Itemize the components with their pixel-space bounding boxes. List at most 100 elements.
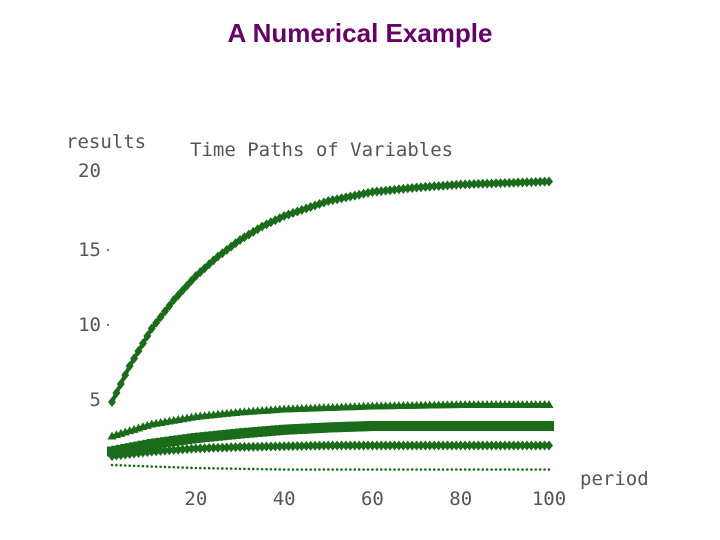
diamond-marker — [416, 440, 425, 451]
diamond-marker — [108, 451, 116, 461]
diamond-marker — [474, 178, 483, 189]
diamond-marker — [152, 317, 161, 328]
dot-marker — [176, 466, 180, 469]
dot-marker — [477, 468, 480, 471]
diamond-marker — [434, 440, 443, 451]
diamond-marker — [377, 440, 386, 451]
diamond-marker — [315, 440, 324, 451]
diamond-marker — [421, 440, 430, 451]
diamond-marker — [169, 295, 178, 305]
diamond-marker — [293, 441, 302, 452]
diamond-marker — [509, 177, 518, 188]
y-tick-mark — [107, 249, 109, 251]
dot-marker — [353, 468, 357, 471]
chart-title: Time Paths of Variables — [190, 139, 453, 161]
dot-marker — [481, 468, 485, 471]
diamond-marker — [337, 440, 346, 451]
diamond-marker — [333, 440, 342, 451]
diamond-marker — [545, 440, 553, 451]
x-tick-label: 80 — [449, 488, 472, 510]
diamond-marker — [165, 300, 174, 311]
diamond-marker — [284, 441, 293, 452]
diamond-marker — [121, 449, 130, 460]
dot-marker — [304, 468, 308, 471]
dot-marker — [410, 468, 414, 471]
diamond-marker — [368, 187, 377, 197]
series-4 — [108, 440, 553, 461]
dot-marker — [402, 468, 405, 471]
dot-marker — [349, 468, 352, 471]
x-tick-label: 100 — [532, 488, 566, 510]
diamond-marker — [461, 179, 470, 190]
dot-marker — [309, 468, 312, 471]
diamond-marker — [430, 440, 439, 451]
dot-marker — [269, 467, 273, 471]
diamond-marker — [403, 183, 412, 194]
diamond-marker — [116, 450, 125, 460]
diamond-marker — [187, 275, 196, 286]
dot-marker — [472, 468, 476, 471]
y-axis-label: results — [66, 131, 146, 153]
series-1 — [108, 176, 553, 407]
diamond-marker — [368, 440, 377, 451]
diamond-marker — [218, 442, 227, 453]
dot-marker — [251, 467, 255, 471]
diamond-marker — [483, 440, 492, 451]
dot-marker — [291, 468, 295, 471]
diamond-marker — [518, 177, 527, 188]
diamond-marker — [474, 440, 483, 451]
diamond-marker — [116, 379, 125, 389]
diamond-marker — [191, 443, 200, 454]
dot-marker — [432, 468, 436, 471]
dot-marker — [194, 466, 198, 470]
dot-marker — [172, 465, 176, 469]
x-axis-label: period — [580, 468, 649, 490]
diamond-marker — [324, 440, 333, 451]
diamond-marker — [236, 442, 245, 452]
dot-marker — [397, 468, 401, 471]
diamond-marker — [227, 442, 236, 453]
dot-marker — [530, 468, 533, 471]
dot-marker — [221, 467, 224, 470]
diamond-marker — [355, 440, 364, 451]
diamond-marker — [390, 184, 399, 195]
dot-marker — [344, 468, 348, 471]
diamond-marker — [297, 440, 306, 451]
dot-marker — [181, 466, 184, 469]
diamond-marker — [492, 440, 501, 451]
dot-marker — [503, 468, 507, 471]
diamond-marker — [469, 179, 478, 190]
dot-marker — [450, 468, 454, 471]
diamond-marker — [496, 440, 505, 451]
diamond-marker — [505, 440, 514, 451]
dot-marker — [168, 465, 171, 469]
dot-marker — [198, 466, 202, 470]
diamond-marker — [372, 186, 381, 197]
y-tick-mark — [107, 324, 109, 326]
dot-marker — [406, 468, 410, 471]
diamond-marker — [174, 444, 183, 455]
diamond-marker — [178, 285, 187, 296]
diamond-marker — [500, 178, 509, 188]
diamond-marker — [522, 177, 531, 188]
dot-marker — [499, 468, 502, 471]
x-tick-label: 40 — [273, 488, 296, 510]
diamond-marker — [196, 443, 205, 454]
diamond-marker — [425, 440, 434, 451]
dot-marker — [260, 467, 264, 471]
dot-marker — [437, 468, 440, 471]
dot-marker — [534, 468, 538, 471]
dot-marker — [331, 468, 335, 471]
dot-marker — [335, 468, 339, 471]
diamond-marker — [487, 440, 496, 451]
dot-marker — [238, 467, 242, 471]
diamond-marker — [147, 323, 156, 334]
diamond-marker — [465, 179, 474, 190]
diamond-marker — [372, 440, 381, 451]
dot-marker — [274, 468, 277, 471]
dot-marker — [326, 468, 330, 471]
dot-marker — [137, 464, 140, 468]
diamond-marker — [408, 182, 417, 193]
diamond-marker — [266, 441, 275, 452]
dot-marker — [146, 465, 149, 468]
